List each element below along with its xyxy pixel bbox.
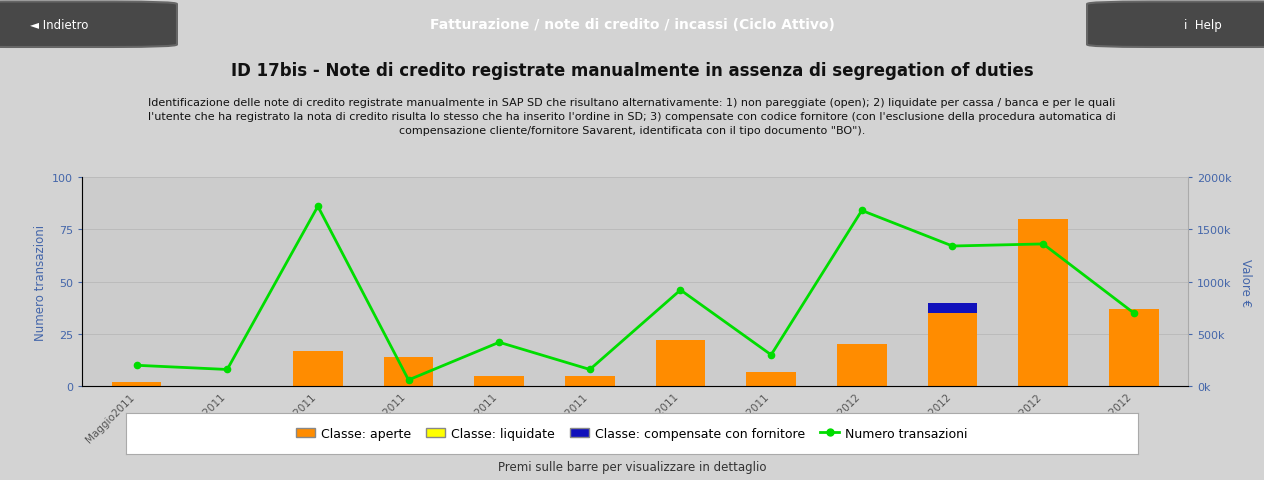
Bar [474, 376, 525, 386]
Text: Premi sulle barre per visualizzare in dettaglio: Premi sulle barre per visualizzare in de… [498, 460, 766, 473]
FancyBboxPatch shape [1087, 2, 1264, 48]
Y-axis label: Valore €: Valore € [1239, 258, 1251, 306]
Bar [1019, 219, 1068, 386]
Y-axis label: Numero transazioni: Numero transazioni [34, 224, 47, 340]
Bar [837, 345, 887, 386]
Text: i  Help: i Help [1184, 19, 1222, 32]
Bar [746, 372, 796, 386]
Bar [565, 376, 614, 386]
Bar [1109, 309, 1159, 386]
Bar [928, 313, 977, 386]
Text: Fatturazione / note di credito / incassi (Ciclo Attivo): Fatturazione / note di credito / incassi… [430, 18, 834, 32]
FancyBboxPatch shape [0, 2, 177, 48]
Bar [656, 340, 705, 386]
Bar [928, 303, 977, 313]
Bar [111, 382, 162, 386]
Bar [293, 351, 343, 386]
Text: ID 17bis - Note di credito registrate manualmente in assenza di segregation of d: ID 17bis - Note di credito registrate ma… [231, 62, 1033, 80]
Legend: Classe: aperte, Classe: liquidate, Classe: compensate con fornitore, Numero tran: Classe: aperte, Classe: liquidate, Class… [291, 422, 973, 444]
Text: Identificazione delle note di credito registrate manualmente in SAP SD che risul: Identificazione delle note di credito re… [148, 97, 1116, 135]
Text: ◄ Indietro: ◄ Indietro [30, 19, 88, 32]
Bar [383, 357, 434, 386]
